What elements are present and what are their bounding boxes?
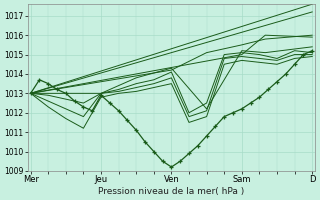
X-axis label: Pression niveau de la mer( hPa ): Pression niveau de la mer( hPa ) [98, 187, 244, 196]
